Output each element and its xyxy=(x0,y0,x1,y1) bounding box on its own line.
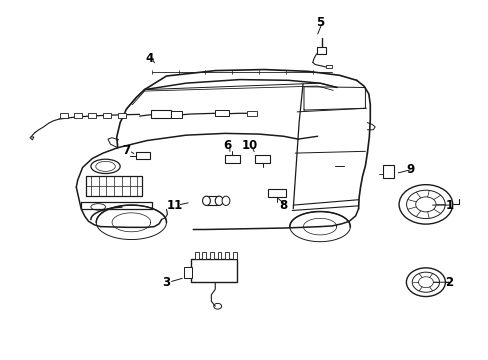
Bar xyxy=(190,259,237,282)
Bar xyxy=(103,113,111,118)
Bar xyxy=(74,113,81,118)
Circle shape xyxy=(406,190,444,219)
Bar xyxy=(232,252,236,259)
Text: 1: 1 xyxy=(444,199,452,212)
Bar xyxy=(215,111,228,116)
Bar xyxy=(118,113,125,118)
Text: 2: 2 xyxy=(444,276,452,289)
Bar xyxy=(217,252,221,259)
Text: 9: 9 xyxy=(406,163,413,176)
Bar xyxy=(194,252,198,259)
Text: 11: 11 xyxy=(167,199,183,212)
Bar xyxy=(171,111,182,118)
Bar xyxy=(255,155,269,163)
Bar xyxy=(225,252,228,259)
Bar xyxy=(151,111,171,118)
Ellipse shape xyxy=(202,196,210,206)
Text: 4: 4 xyxy=(145,51,153,64)
Bar xyxy=(267,189,286,197)
Bar xyxy=(246,111,256,116)
Bar xyxy=(224,155,239,163)
Text: 6: 6 xyxy=(223,139,231,152)
Circle shape xyxy=(415,197,435,212)
Circle shape xyxy=(406,268,445,297)
Bar xyxy=(202,252,206,259)
Ellipse shape xyxy=(222,196,229,206)
Text: 7: 7 xyxy=(122,144,130,157)
Text: 3: 3 xyxy=(162,276,170,289)
Bar xyxy=(88,113,96,118)
Text: 8: 8 xyxy=(279,199,287,212)
Bar xyxy=(183,267,192,278)
Bar xyxy=(136,152,150,159)
Bar xyxy=(316,47,326,54)
Circle shape xyxy=(411,272,439,292)
Bar xyxy=(209,252,213,259)
Circle shape xyxy=(418,277,432,288)
Text: 5: 5 xyxy=(315,16,324,29)
Circle shape xyxy=(398,185,452,224)
Ellipse shape xyxy=(215,196,223,206)
Bar xyxy=(326,65,331,68)
Bar xyxy=(382,165,393,178)
Text: 10: 10 xyxy=(241,139,257,152)
Bar xyxy=(60,113,68,118)
